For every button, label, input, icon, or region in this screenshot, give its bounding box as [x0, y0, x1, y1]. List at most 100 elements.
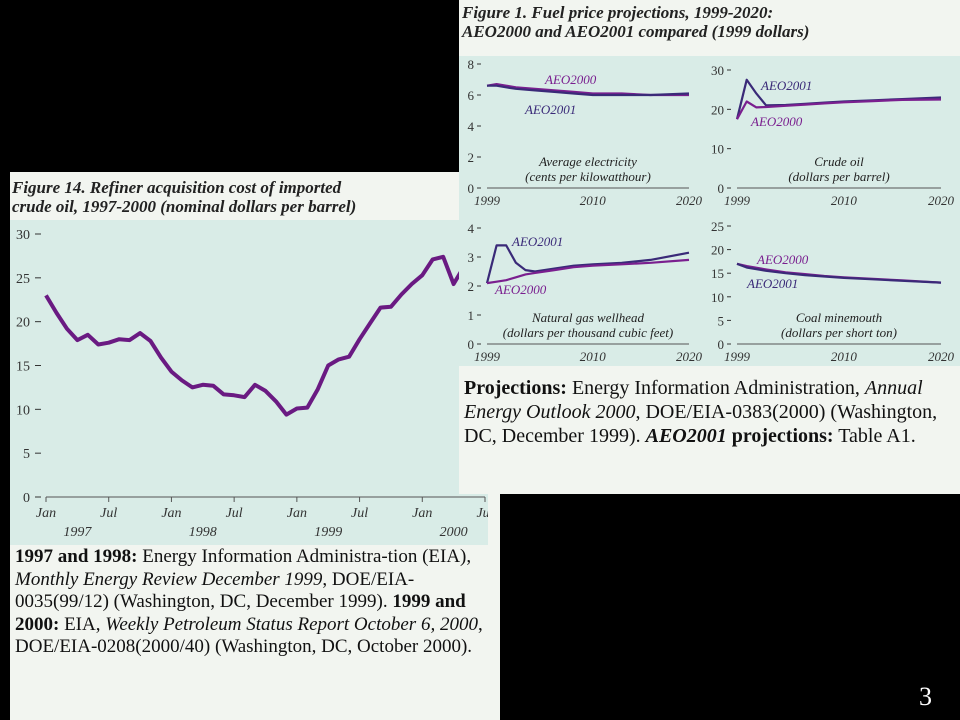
figure14-chart: 051015202530JanJulJanJulJanJulJanJul1997… [16, 228, 488, 540]
fig1-coal-label-aeo2001: AEO2001 [746, 276, 798, 291]
fig14-x-tick-label: Jul [100, 506, 117, 521]
fig1-electricity-caption-title: Average electricity [538, 154, 637, 169]
figure14-source-b2: 1999 and 2000: [15, 591, 466, 635]
fig1-crude-x-tick-label: 2010 [831, 193, 858, 208]
figure14-title-line1: Figure 14. Refiner acquisition cost of i… [12, 178, 342, 197]
figure14-source-t1: Energy Information Administra-tion (EIA)… [137, 546, 472, 567]
fig1-coal-caption-subtitle: (dollars per short ton) [781, 325, 897, 340]
figure1-source-t1: Energy Information Administration, [566, 377, 865, 399]
fig1-natgas-x-tick-label: 2020 [676, 349, 703, 364]
fig1-electricity-label-aeo2000: AEO2000 [544, 72, 597, 87]
figure1-title-line1: Figure 1. Fuel price projections, 1999-2… [462, 3, 774, 22]
fig1-crude-caption-subtitle: (dollars per barrel) [788, 169, 889, 184]
figure1-source-b1: Projections: [464, 377, 567, 399]
fig1-crude-label-aeo2001: AEO2001 [760, 78, 812, 93]
fig1-electricity-y-tick-label: 2 [468, 150, 475, 165]
fig14-y-tick-label: 15 [16, 360, 30, 375]
figure14-panel: Figure 14. Refiner acquisition cost of i… [10, 172, 500, 720]
slide-number: 3 [919, 682, 932, 711]
fig1-coal-x-tick-label: 2010 [831, 349, 858, 364]
figure14-title-line2: crude oil, 1997-2000 (nominal dollars pe… [12, 197, 357, 216]
fig14-y-tick-label: 20 [16, 316, 30, 331]
fig14-x-tick-label: Jul [351, 506, 368, 521]
fig1-coal-y-tick-label: 5 [718, 313, 725, 328]
fig1-electricity-label-aeo2001: AEO2001 [524, 102, 576, 117]
figure14-plot-area [10, 220, 488, 545]
fig1-crude-series-aeo2000 [736, 98, 942, 120]
fig1-electricity-x-tick-label: 2020 [676, 193, 703, 208]
fig1-crude-y-tick-label: 0 [718, 181, 725, 196]
figure14-source-t4: , DOE/EIA-0208(2000/40) (Washington, DC,… [15, 613, 483, 658]
fig1-natgas-caption-title: Natural gas wellhead [531, 310, 644, 325]
fig1-crude-caption-title: Crude oil [814, 154, 864, 169]
fig1-coal-x-tick-label: 2020 [928, 349, 955, 364]
figure1-panel: Figure 1. Fuel price projections, 1999-2… [459, 0, 960, 494]
fig14-x-tick-label: Jan [412, 506, 432, 521]
fig1-coal-y-tick-label: 20 [711, 243, 724, 258]
fig1-crude-y-tick-label: 20 [711, 102, 724, 117]
fig1-natgas-y-tick-label: 1 [468, 308, 475, 323]
fig14-x-tick-label: Jan [161, 506, 181, 521]
fig14-x-year-label: 1998 [189, 525, 217, 540]
figure14-source-t2: , DOE/EIA-0035(99/12) (Washington, DC, D… [15, 568, 415, 613]
fig1-crude-x-tick-label: 2020 [928, 193, 955, 208]
fig1-electricity-y-tick-label: 8 [468, 57, 475, 72]
fig1-coal-y-tick-label: 25 [711, 219, 724, 234]
figure1-source-i1: Annual Energy Outlook 2000 [464, 377, 923, 423]
figure1-source-b2: projections: [726, 425, 834, 447]
fig1-electricity-y-tick-label: 6 [468, 88, 475, 103]
fig1-electricity-y-tick-label: 4 [468, 119, 475, 134]
figure14-source: 1997 and 1998: Energy Information Admini… [15, 546, 485, 659]
figure1-title-line2: AEO2000 and AEO2001 compared (1999 dolla… [462, 22, 810, 41]
figure1-plot-area [459, 56, 960, 366]
fig1-natgas-y-tick-label: 4 [468, 221, 475, 236]
figure1-source-t3: Table A1. [833, 425, 916, 447]
fig1-natgas-caption-subtitle: (dollars per thousand cubic feet) [503, 325, 673, 340]
fig1-coal-y-tick-label: 15 [711, 266, 724, 281]
fig14-y-tick-label: 0 [23, 491, 30, 506]
fig1-coal-label-aeo2000: AEO2000 [756, 252, 809, 267]
fig1-natgas-y-tick-label: 3 [468, 250, 475, 265]
fig1-natgas-y-tick-label: 2 [468, 279, 475, 294]
fig14-y-tick-label: 5 [23, 447, 30, 462]
fig1-coal-series-aeo2001 [736, 262, 942, 284]
figure14-source-t3: EIA, [59, 613, 106, 635]
fig1-electricity-x-tick-label: 1999 [474, 193, 501, 208]
figure1-title: Figure 1. Fuel price projections, 1999-2… [462, 3, 957, 41]
fig14-x-year-label: 2000 [440, 525, 468, 540]
fig14-series-line [44, 240, 486, 417]
figure1-source-t2: , DOE/EIA-0383(2000) (Washington, DC, De… [464, 401, 938, 447]
fig14-x-tick-label: Jul [226, 506, 243, 521]
fig1-natgas-series-aeo2000 [486, 258, 690, 285]
fig1-natgas-series-aeo2001 [485, 244, 690, 284]
fig14-y-tick-label: 30 [16, 228, 30, 243]
fig1-coal-y-tick-label: 10 [711, 290, 724, 305]
figure14-title: Figure 14. Refiner acquisition cost of i… [12, 178, 492, 216]
fig14-x-tick-label: Jul [476, 506, 488, 521]
fig1-crude-x-tick-label: 1999 [724, 193, 751, 208]
fig1-electricity-x-tick-label: 2010 [580, 193, 607, 208]
fig1-electricity-y-tick-label: 0 [468, 181, 475, 196]
fig1-natgas-y-tick-label: 0 [468, 337, 475, 352]
fig14-x-tick-label: Jan [287, 506, 307, 521]
figure1-source-bi1: AEO2001 [645, 425, 727, 447]
fig1-natgas-x-tick-label: 2010 [580, 349, 607, 364]
fig14-x-year-label: 1999 [314, 525, 342, 540]
fig1-electricity-series-aeo2001 [487, 84, 690, 97]
fig1-natgas-label-aeo2000: AEO2000 [494, 282, 547, 297]
fig1-electricity-caption-subtitle: (cents per kilowatthour) [525, 169, 651, 184]
figure14-source-i2: Weekly Petroleum Status Report October 6… [105, 613, 478, 635]
fig1-coal-caption-title: Coal minemouth [796, 310, 882, 325]
figure1-source: Projections: Energy Information Administ… [464, 376, 956, 448]
fig1-crude-label-aeo2000: AEO2000 [750, 114, 803, 129]
fig14-y-tick-label: 10 [16, 403, 30, 418]
fig14-x-tick-label: Jan [36, 506, 56, 521]
figure14-source-b1: 1997 and 1998: [15, 546, 138, 567]
fig1-coal-x-tick-label: 1999 [724, 349, 751, 364]
fig1-natgas-label-aeo2001: AEO2001 [511, 234, 563, 249]
fig1-coal-y-tick-label: 0 [718, 337, 725, 352]
fig1-natgas-x-tick-label: 1999 [474, 349, 501, 364]
fig1-crude-y-tick-label: 30 [711, 63, 724, 78]
fig14-y-tick-label: 25 [16, 272, 30, 287]
